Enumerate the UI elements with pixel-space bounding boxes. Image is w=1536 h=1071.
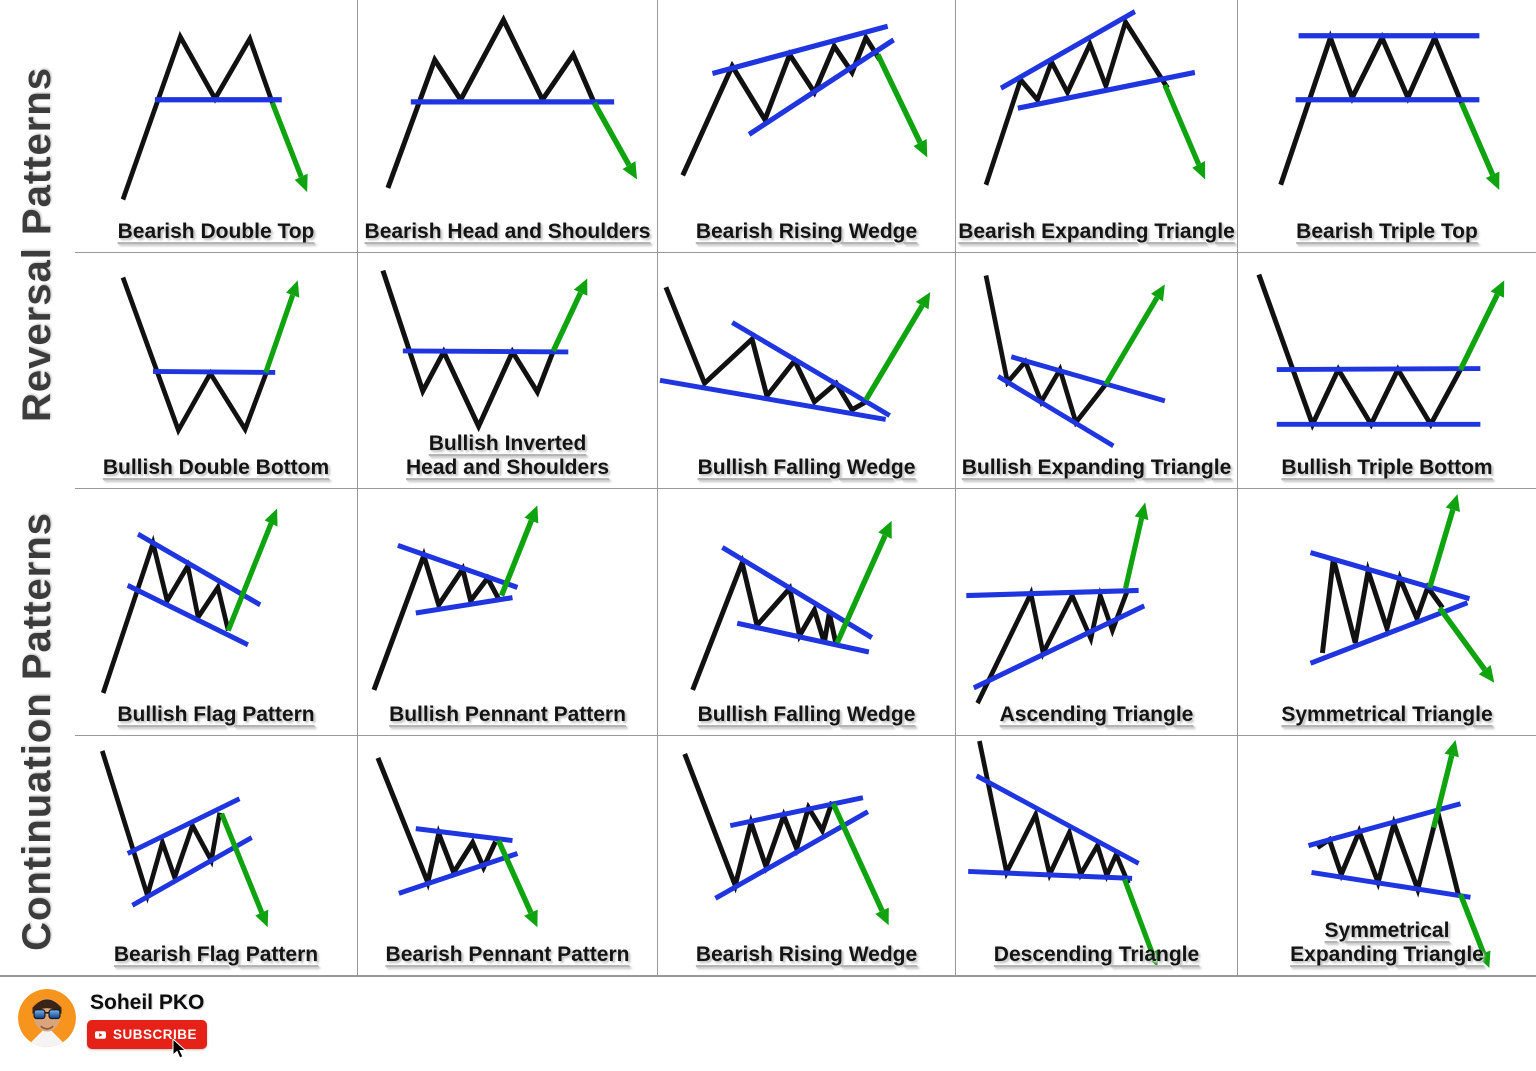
- pattern-drawing: [385, 14, 638, 189]
- pattern-label: Bearish Rising Wedge: [695, 219, 918, 243]
- pattern-drawing: [966, 502, 1149, 705]
- pattern-label: Symmetrical Triangle: [1281, 702, 1493, 726]
- pattern-cell-bearish-flag-pattern: Bearish Flag Pattern: [75, 735, 357, 975]
- channel-name: Soheil PKO: [90, 991, 205, 1014]
- pattern-drawing: [1307, 739, 1491, 969]
- pattern-drawing: [120, 30, 308, 201]
- patterns-grid: Reversal Patterns Continuation Patterns …: [0, 0, 1536, 977]
- pattern-cell-bullish-expanding-triangle: Bullish Expanding Triangle: [955, 252, 1237, 488]
- pattern-cell-bearish-rising-wedge: Bearish Rising Wedge: [657, 735, 955, 975]
- pattern-label: Symmetrical Expanding Triangle: [1290, 918, 1484, 966]
- pattern-cell-bullish-inverted-head-and-shoulders: Bullish Inverted Head and Shoulders: [357, 252, 657, 488]
- pattern-drawing: [100, 750, 269, 928]
- pattern-label: Ascending Triangle: [999, 702, 1194, 726]
- pattern-cell-bullish-flag-pattern: Bullish Flag Pattern: [75, 488, 357, 735]
- pattern-drawing: [100, 508, 278, 694]
- avatar-illustration: [18, 989, 76, 1047]
- pattern-cell-bearish-head-and-shoulders: Bearish Head and Shoulders: [357, 0, 657, 252]
- pattern-drawing: [682, 753, 889, 926]
- channel-avatar[interactable]: [18, 989, 76, 1047]
- pattern-label: Bullish Flag Pattern: [117, 702, 315, 726]
- pattern-drawing: [659, 286, 931, 422]
- pattern-label: Bearish Double Top: [117, 219, 315, 243]
- pattern-cell-descending-triangle: Descending Triangle: [955, 735, 1237, 975]
- pattern-label: Bearish Rising Wedge: [695, 942, 918, 966]
- pattern-cell-ascending-triangle: Ascending Triangle: [955, 488, 1237, 735]
- pattern-drawing: [1309, 494, 1495, 683]
- pattern-cell-bearish-triple-top: Bearish Triple Top: [1237, 0, 1536, 252]
- pattern-cell-bearish-rising-wedge: Bearish Rising Wedge: [657, 0, 955, 252]
- pattern-label: Bullish Inverted Head and Shoulders: [405, 431, 610, 479]
- pattern-cell-bullish-double-bottom: Bullish Double Bottom: [75, 252, 357, 488]
- pattern-drawing: [690, 520, 892, 691]
- subscribe-button-label: SUBSCRIBE: [112, 1027, 197, 1042]
- pattern-cell-symmetrical-triangle: Symmetrical Triangle: [1237, 488, 1536, 735]
- pattern-cell-bearish-expanding-triangle: Bearish Expanding Triangle: [955, 0, 1237, 252]
- pattern-label: Bullish Triple Bottom: [1281, 455, 1493, 479]
- pattern-cell-symmetrical-expanding-triangle: Symmetrical Expanding Triangle: [1237, 735, 1536, 975]
- pattern-label: Bullish Falling Wedge: [697, 702, 916, 726]
- section-label-continuation-text: Continuation Patterns: [15, 512, 59, 951]
- pattern-label: Bearish Head and Shoulders: [364, 219, 651, 243]
- pattern-drawing: [983, 275, 1166, 449]
- pattern-cell-bullish-pennant-pattern: Bullish Pennant Pattern: [357, 488, 657, 735]
- pattern-label: Bullish Double Bottom: [102, 455, 330, 479]
- pattern-label: Bearish Triple Top: [1296, 219, 1478, 243]
- section-label-continuation: Continuation Patterns: [0, 488, 75, 975]
- subscribe-button[interactable]: SUBSCRIBE: [87, 1020, 207, 1049]
- pattern-drawing: [1278, 30, 1500, 191]
- pattern-drawing: [371, 505, 539, 691]
- section-label-reversal: Reversal Patterns: [0, 0, 75, 488]
- pattern-drawing: [1256, 273, 1505, 431]
- pattern-drawing: [120, 276, 300, 436]
- pattern-label: Bullish Falling Wedge: [697, 455, 916, 479]
- pattern-drawing: [968, 740, 1159, 968]
- pattern-drawing: [983, 9, 1206, 186]
- pattern-drawing: [380, 269, 588, 433]
- pattern-cell-bearish-pennant-pattern: Bearish Pennant Pattern: [357, 735, 657, 975]
- pattern-cell-bullish-falling-wedge: Bullish Falling Wedge: [657, 252, 955, 488]
- pattern-label: Bearish Expanding Triangle: [958, 219, 1235, 243]
- pattern-label: Descending Triangle: [993, 942, 1200, 966]
- pattern-label: Bullish Expanding Triangle: [961, 455, 1232, 479]
- mouse-cursor-icon: [172, 1039, 187, 1059]
- youtube-play-icon: [95, 1030, 106, 1039]
- channel-branding: Soheil PKO SUBSCRIBE: [0, 977, 1536, 1071]
- section-label-reversal-text: Reversal Patterns: [15, 66, 59, 422]
- pattern-cell-bullish-falling-wedge: Bullish Falling Wedge: [657, 488, 955, 735]
- pattern-cell-bullish-triple-bottom: Bullish Triple Bottom: [1237, 252, 1536, 488]
- pattern-label: Bearish Pennant Pattern: [385, 942, 630, 966]
- pattern-label: Bearish Flag Pattern: [113, 942, 319, 966]
- pattern-cell-bearish-double-top: Bearish Double Top: [75, 0, 357, 252]
- pattern-drawing: [680, 23, 928, 177]
- pattern-drawing: [375, 756, 538, 928]
- pattern-label: Bullish Pennant Pattern: [389, 702, 626, 726]
